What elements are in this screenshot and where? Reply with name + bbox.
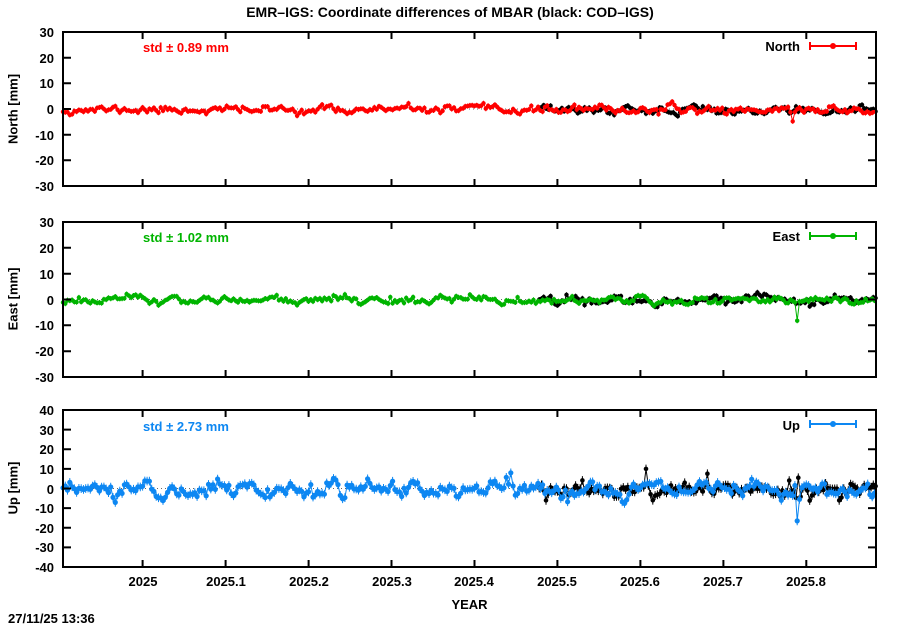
y-tick-label-north--30: -30 (35, 179, 54, 194)
y-tick-label-east--10: -10 (35, 318, 54, 333)
y-tick-label-east-10: 10 (39, 267, 54, 282)
x-tick-label-2025.8: 2025.8 (786, 574, 826, 589)
y-tick-label-up--40: -40 (35, 560, 54, 575)
series-emr-east (60, 291, 877, 324)
y-tick-label-up-20: 20 (39, 442, 54, 457)
x-tick-label-2025: 2025 (128, 574, 158, 589)
y-tick-label-up-0: 0 (46, 482, 54, 497)
x-tick-label-2025.1: 2025.1 (206, 574, 246, 589)
std-label-up: std ± 2.73 mm (143, 419, 229, 434)
legend-sample-up (809, 420, 857, 428)
x-tick-label-2025.7: 2025.7 (703, 574, 743, 589)
chart-title: EMR–IGS: Coordinate differences of MBAR … (246, 4, 654, 20)
legend-label-east: East (772, 229, 800, 244)
tick-marks (63, 409, 876, 568)
y-tick-label-up--10: -10 (35, 501, 54, 516)
panel-east (60, 221, 878, 378)
y-tick-label-east-20: 20 (39, 241, 54, 256)
y-tick-label-north-30: 30 (39, 25, 54, 40)
y-tick-label-up-10: 10 (39, 462, 54, 477)
series-emr-north (60, 99, 877, 124)
plot-timestamp: 27/11/25 13:36 (8, 611, 95, 626)
series-emr-up (60, 468, 878, 526)
y-tick-label-east--30: -30 (35, 370, 54, 385)
x-tick-label-2025.4: 2025.4 (454, 574, 494, 589)
panel-north (60, 31, 878, 187)
tick-marks (63, 221, 876, 378)
y-tick-label-up-30: 30 (39, 423, 54, 438)
y-tick-label-up--20: -20 (35, 521, 54, 536)
x-tick-label-2025.6: 2025.6 (620, 574, 660, 589)
y-tick-label-east-0: 0 (46, 293, 54, 308)
legend-label-north: North (765, 39, 800, 54)
panel-up (60, 409, 878, 568)
y-tick-label-north--10: -10 (35, 128, 54, 143)
y-tick-label-north--20: -20 (35, 153, 54, 168)
x-tick-label-2025.5: 2025.5 (537, 574, 577, 589)
y-tick-label-north-20: 20 (39, 51, 54, 66)
legend-sample-east (809, 232, 857, 240)
y-tick-label-north-0: 0 (46, 102, 54, 117)
tick-marks (63, 31, 876, 187)
y-tick-label-north-10: 10 (39, 76, 54, 91)
y-tick-label-east-30: 30 (39, 215, 54, 230)
x-tick-label-2025.3: 2025.3 (372, 574, 412, 589)
legend-sample-north (809, 42, 857, 50)
std-label-east: std ± 1.02 mm (143, 230, 229, 245)
x-tick-label-2025.2: 2025.2 (289, 574, 329, 589)
legend-label-up: Up (782, 418, 800, 433)
y-tick-label-up-40: 40 (39, 403, 54, 418)
y-tick-label-up--30: -30 (35, 540, 54, 555)
std-label-north: std ± 0.89 mm (143, 40, 229, 55)
x-axis-title: YEAR (451, 597, 488, 612)
y-tick-label-east--20: -20 (35, 344, 54, 359)
